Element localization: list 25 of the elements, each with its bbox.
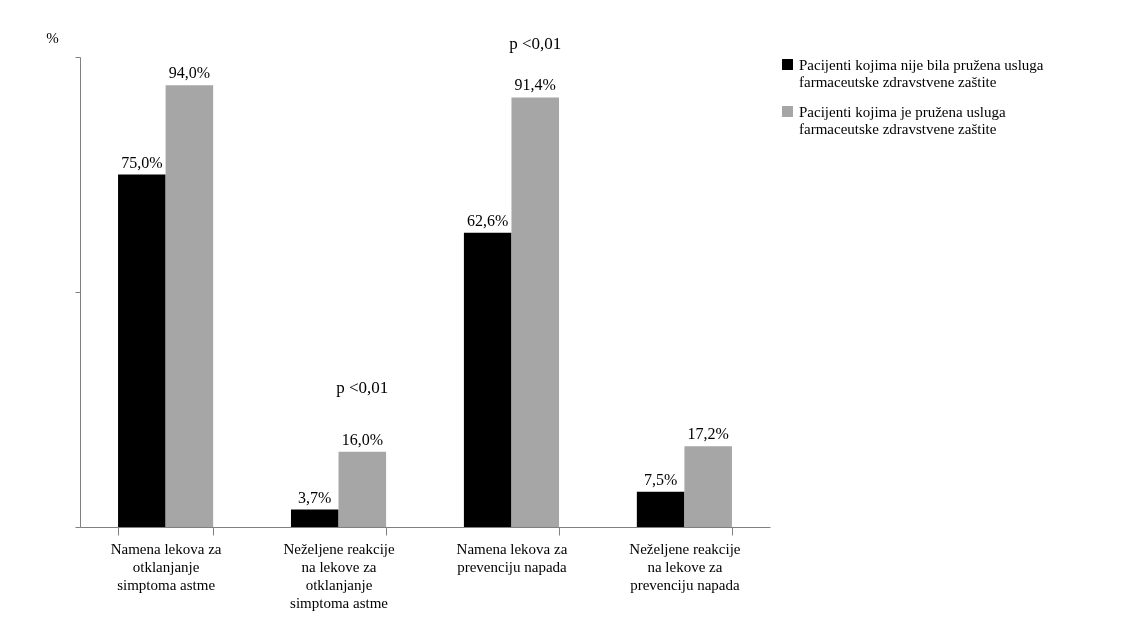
- data-label: 75,0%: [121, 153, 163, 171]
- data-label: 7,5%: [643, 470, 678, 488]
- bar: [636, 491, 685, 527]
- bar: [511, 97, 560, 527]
- x-tick-label: Namena lekova za otklanjanje simptoma astme: [110, 540, 222, 593]
- y-axis-title: %: [46, 29, 59, 46]
- data-label: 91,4%: [514, 76, 556, 94]
- data-label: 17,2%: [687, 425, 729, 443]
- bar: [290, 509, 339, 527]
- legend-label: Pacijenti kojima je pružena usluga farmaceutske zdravstvene zaštite: [799, 103, 1006, 137]
- x-tick-label: Namena lekova za prevenciju napada: [456, 540, 568, 575]
- x-tick-label: Neželjene reakcije na lekove za prevenciju napada: [629, 540, 741, 593]
- x-tick-label: Neželjene reakcije na lekove za otklanjanje simptoma astme: [283, 540, 395, 611]
- data-label: 16,0%: [341, 430, 383, 448]
- bar: [118, 174, 166, 527]
- bar: [338, 451, 387, 527]
- annotation: p <0,01: [336, 378, 389, 397]
- text: p <0,01: [509, 34, 562, 53]
- data-label: 94,0%: [168, 64, 211, 82]
- data-label: 3,7%: [298, 488, 332, 506]
- bar: [684, 446, 732, 527]
- bar: [165, 85, 214, 527]
- legend-label: Pacijenti kojima nije bila pružena usluga farmaceutske zdravstvene zaštite: [799, 56, 1044, 90]
- bar: [463, 232, 512, 527]
- data-label: 62,6%: [467, 211, 509, 229]
